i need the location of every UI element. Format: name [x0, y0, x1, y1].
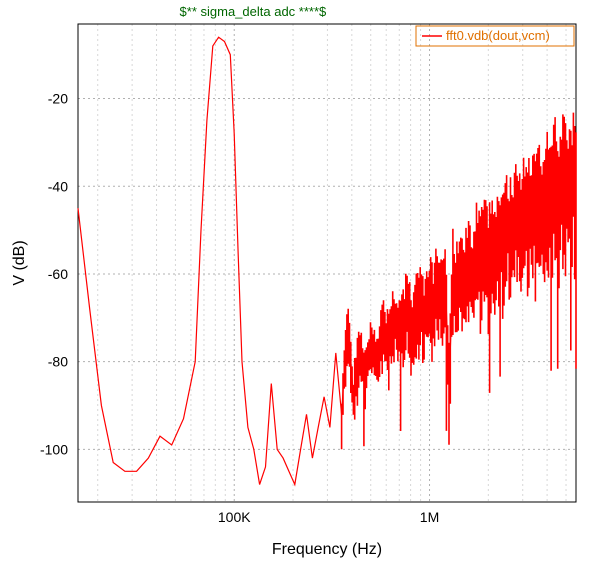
x-tick-label: 1M [420, 509, 439, 525]
fft-chart: -20 -40 -60 -80 -100 100K 1M $** sigma_delta ad… [0, 0, 589, 574]
y-tick-label: -80 [48, 354, 68, 370]
x-tick-label: 100K [218, 509, 251, 525]
chart-container: -20 -40 -60 -80 -100 100K 1M $** sigma_delta ad… [0, 0, 589, 574]
x-axis-label: Frequency (Hz) [272, 541, 382, 558]
chart-title: $** sigma_delta adc ****$ [180, 4, 327, 19]
legend-label: fft0.vdb(dout,vcm) [446, 28, 550, 43]
y-tick-label: -60 [48, 266, 68, 282]
y-tick-label: -40 [48, 178, 68, 194]
y-axis-label: V (dB) [11, 240, 28, 285]
y-tick-label: -100 [40, 441, 68, 457]
fft-noise [342, 113, 576, 450]
y-tick-label: -20 [48, 91, 68, 107]
